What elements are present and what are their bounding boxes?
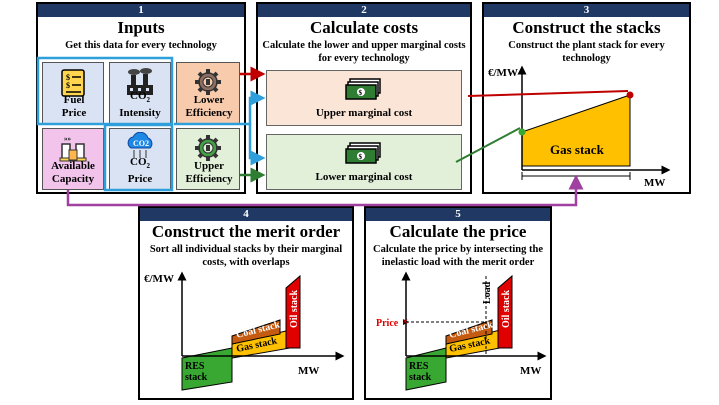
load-label: Load bbox=[482, 281, 493, 304]
svg-text:$: $ bbox=[66, 81, 70, 90]
panel-number: 1 bbox=[38, 4, 244, 17]
panel-subtitle: Calculate the price by intersecting the … bbox=[372, 244, 543, 268]
money-stack-icon: $ bbox=[344, 141, 384, 170]
oil-stack-label: Oil stack bbox=[289, 290, 300, 328]
panel-subtitle: Sort all individual stacks by their marg… bbox=[149, 244, 343, 268]
upper-efficiency-tile: Upper Efficiency bbox=[176, 128, 240, 190]
res-stack-label-1: RES bbox=[409, 361, 429, 372]
factory-icon bbox=[124, 68, 156, 100]
upper-efficiency-label: Upper Efficiency bbox=[185, 160, 233, 185]
merit-order-panel: 4 Construct the merit order Sort all ind… bbox=[138, 206, 354, 400]
co2-highlight-box bbox=[36, 56, 174, 126]
panel-subtitle: Construct the plant stack for every tech… bbox=[508, 40, 665, 64]
co2-connector bbox=[174, 90, 266, 126]
panel-title: Inputs bbox=[117, 18, 165, 37]
oil-stack-label: Oil stack bbox=[501, 290, 512, 328]
res-stack-label-1: RES bbox=[185, 361, 205, 372]
panel-title: Construct the stacks bbox=[512, 18, 661, 37]
y-axis-label: €/MW bbox=[488, 67, 518, 79]
panel-number: 3 bbox=[484, 4, 689, 17]
available-capacity-label: Available Capacity bbox=[51, 160, 95, 185]
svg-text:$: $ bbox=[66, 73, 70, 82]
oil-stack bbox=[285, 274, 301, 349]
intensity-text: Intensity bbox=[119, 107, 161, 119]
svg-text:CO2: CO2 bbox=[133, 139, 149, 148]
panel-number: 4 bbox=[140, 208, 352, 221]
svg-text:$: $ bbox=[359, 89, 363, 97]
co2-cloud-icon: CO2 bbox=[123, 131, 157, 164]
power-plant-icon: »» bbox=[58, 134, 88, 166]
co2-text: CO bbox=[130, 89, 147, 102]
fuel-price-icon: $ $ bbox=[58, 68, 88, 102]
lower-cost-to-stack bbox=[455, 127, 521, 163]
co2-price-tile: CO2 CO2 Price bbox=[109, 128, 171, 190]
capacity-connector bbox=[66, 174, 584, 207]
x-axis-label: MW bbox=[520, 365, 541, 377]
gas-stack-chart: €/MW MW Gas stack bbox=[488, 65, 671, 189]
res-stack-label-2: stack bbox=[185, 372, 208, 383]
stacks-panel: 3 Construct the stacks Construct the pla… bbox=[482, 2, 691, 194]
oil-stack bbox=[497, 274, 513, 349]
upper-cost-to-stack bbox=[467, 90, 629, 97]
lower-efficiency-label: Lower Efficiency bbox=[185, 94, 233, 119]
svg-text:»»: »» bbox=[64, 135, 72, 143]
upper-cost-point bbox=[626, 91, 634, 99]
panel-subtitle: Get this data for every technology bbox=[65, 40, 217, 51]
gear-icon bbox=[194, 134, 222, 166]
co2-price-label: CO2 Price bbox=[127, 155, 153, 185]
available-capacity-tile: »» Available Capacity bbox=[42, 128, 104, 190]
res-stack bbox=[181, 347, 233, 391]
panel-number: 2 bbox=[258, 4, 470, 17]
fuel-price-tile: $ $ Fuel Price bbox=[42, 62, 104, 124]
price-chart: × Price Load MW RES stack Gas stack Coal… bbox=[376, 271, 547, 391]
y-axis-label: €/MW bbox=[144, 273, 174, 285]
price-label: Price bbox=[376, 318, 399, 329]
coal-stack bbox=[231, 319, 281, 345]
x-axis-label: MW bbox=[298, 365, 319, 377]
res-stack-label-2: stack bbox=[409, 372, 432, 383]
price-panel: 5 Calculate the price Calculate the pric… bbox=[364, 206, 552, 400]
money-stack-icon: $ bbox=[344, 77, 384, 106]
upper-marginal-cost-label: Upper marginal cost bbox=[315, 107, 413, 119]
lower-efficiency-tile: Lower Efficiency bbox=[176, 62, 240, 124]
panel-number: 5 bbox=[366, 208, 550, 221]
co2-intensity-label: CO2 Intensity bbox=[119, 89, 161, 119]
co2-price-top: CO bbox=[130, 155, 147, 168]
costs-panel: 2 Calculate costs Calculate the lower an… bbox=[256, 2, 472, 194]
panel-subtitle: Calculate the lower and upper marginal c… bbox=[262, 40, 466, 64]
stack-label: Gas stack bbox=[550, 142, 605, 157]
merit-order-chart: €/MW MW RES stack Gas stack Coal stack O… bbox=[144, 271, 345, 391]
res-stack bbox=[405, 347, 447, 391]
fuel-price-label: Fuel Price bbox=[61, 94, 87, 119]
lower-cost-point bbox=[518, 128, 526, 136]
co2-price-highlight-box bbox=[103, 123, 174, 192]
lower-marginal-cost-label: Lower marginal cost bbox=[315, 171, 413, 183]
panel-title: Calculate costs bbox=[309, 18, 419, 37]
inputs-panel: 1 Inputs Get this data for every technol… bbox=[36, 2, 246, 194]
coal-stack bbox=[445, 319, 493, 345]
svg-text:$: $ bbox=[359, 153, 363, 161]
gear-icon bbox=[194, 68, 222, 100]
co2-connector-lower bbox=[248, 124, 266, 166]
panel-title: Calculate the price bbox=[389, 222, 527, 241]
lower-marginal-cost-box: $ Lower marginal cost bbox=[266, 134, 462, 190]
x-axis-label: MW bbox=[644, 177, 665, 189]
price-marker: × bbox=[402, 316, 408, 328]
panel-title: Construct the merit order bbox=[151, 222, 341, 241]
co2-intensity-tile: CO2 Intensity bbox=[109, 62, 171, 124]
co2-price-text: Price bbox=[127, 173, 153, 185]
upper-marginal-cost-box: $ Upper marginal cost bbox=[266, 70, 462, 126]
